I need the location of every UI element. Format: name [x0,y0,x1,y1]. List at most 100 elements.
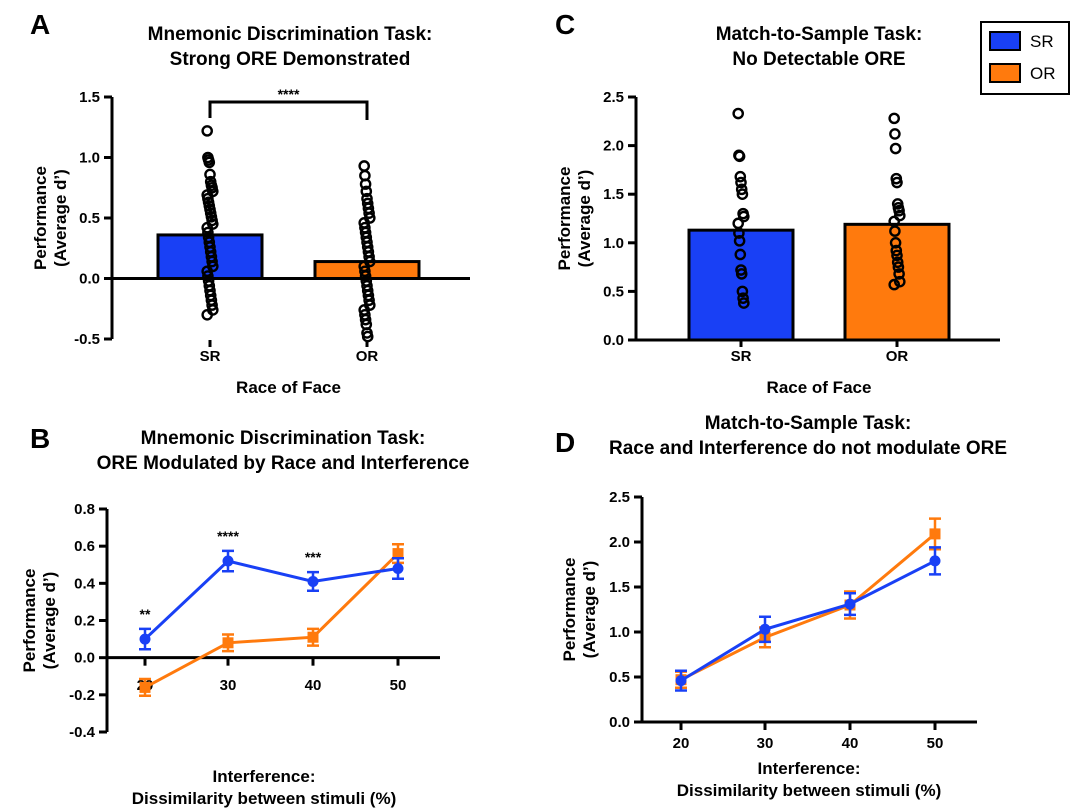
panel-d-y-tick-label-1: 0.5 [609,669,630,686]
panel-a-y-tick-label-4: 1.5 [79,89,100,106]
panel-a-title-line-1: Strong ORE Demonstrated [170,49,411,70]
panel-d-series-line-sr [680,559,936,682]
panel-c-point-sr-0 [732,107,745,120]
panel-b-xlabel-line-1: Dissimilarity between stimuli (%) [132,789,397,808]
panel-a-point-or-29 [359,313,372,326]
panel-b-x-tick-label-2: 40 [305,677,322,694]
panel-c-y-tick-label-2: 1.0 [603,235,624,252]
panel-b-significance-label-2: *** [305,549,322,565]
panel-a-point-or-16 [363,250,375,263]
panel-a-ylabel-line-0: Performance [31,166,50,270]
panel-d-point-sr-0 [675,675,687,687]
panel-c-point-sr-15 [736,285,749,298]
panel-label-b: B [30,423,50,454]
legend-label-or: OR [1030,64,1056,83]
panel-a-title-line-0: Mnemonic Discrimination Task: [148,24,433,45]
panel-a-point-sr-0 [201,125,213,137]
panel-a-significance-bracket [208,100,369,120]
panel-label-d: D [555,427,575,458]
panel-b-point-sr-2 [307,575,319,587]
panel-b-series-line-or [144,552,400,689]
panel-c-point-sr-14 [735,268,748,280]
panel-c-point-sr-17 [738,297,750,309]
panel-b-chart: Mnemonic Discrimination Task: ORE Modulat… [20,428,469,808]
panel-d-chart: Match-to-Sample Task: Race and Interferen… [560,413,1007,800]
panel-c-point-or-11 [889,236,902,249]
panel-c-point-sr-4 [735,176,747,189]
panel-c-point-or-17 [894,275,906,288]
panel-a-chart: Mnemonic Discrimination Task: Strong ORE … [31,24,470,397]
panel-c-ylabel-line-1: (Average d’) [575,170,594,268]
panel-c-point-or-1 [889,128,901,140]
panel-b-series-line-sr [143,559,399,641]
panel-c-point-sr-6 [736,188,749,200]
panel-b-y-tick-label-0: -0.4 [69,724,96,741]
panel-c-point-sr-10 [733,227,745,239]
panel-c-title-line-1: No Detectable ORE [732,49,905,70]
panel-c-point-sr-2 [733,150,746,163]
panel-c-y-tick-label-4: 2.0 [603,138,624,155]
panel-a-y-tick-label-3: 1.0 [79,150,100,167]
panel-b-point-or-3 [392,548,404,560]
panel-c-point-or-4 [891,176,903,189]
panel-d-x-tick-label-0: 20 [673,735,690,752]
panel-a-point-sr-36 [201,308,213,321]
legend: SR OR [980,21,1070,95]
panel-b-x-tick-label-1: 30 [220,677,237,694]
panel-c-point-or-16 [893,268,905,280]
panel-b-xlabel-line-0: Interference: [213,767,316,786]
panel-d-series-line-or [680,532,936,682]
panel-d-xlabel-line-1: Dissimilarity between stimuli (%) [677,781,942,800]
panel-d-ylabel-line-0: Performance [560,558,579,662]
panel-d-y-tick-label-3: 1.5 [609,579,630,596]
panel-b-significance-label-0: ** [140,606,151,622]
panel-a-significance-label: **** [278,86,300,102]
panel-c-y-tick-label-1: 0.5 [603,283,624,300]
panel-d-point-or-3 [929,528,941,540]
panel-c-point-sr-9 [732,217,745,230]
panel-d-y-tick-label-5: 2.5 [609,489,630,506]
panel-b-point-sr-3 [392,562,404,574]
panel-d-x-tick-label-1: 30 [757,735,774,752]
panel-c-y-tick-label-3: 1.5 [603,186,624,203]
panel-c-point-sr-12 [734,248,747,261]
panel-b-y-tick-label-3: 0.2 [74,613,95,630]
panel-a-x-tick-label-0: SR [200,348,221,365]
panel-a-y-tick-label-0: -0.5 [74,331,100,348]
panel-a-point-sr-3 [203,156,216,169]
panel-a-ylabel-line-1: (Average d’) [51,169,70,267]
panel-d-y-tick-label-4: 2.0 [609,534,630,551]
panel-c-y-tick-label-0: 0.0 [603,332,624,349]
panel-c-point-sr-5 [735,183,748,196]
panel-c-point-or-12 [890,244,903,257]
panel-c-ylabel-line-0: Performance [555,167,574,271]
panel-c-point-sr-16 [737,292,749,305]
panel-c-point-sr-11 [733,235,746,247]
panel-d-title-line-1: Race and Interference do not modulate OR… [609,438,1007,459]
panel-b-point-sr-0 [139,633,151,645]
panel-b-point-or-2 [307,631,319,643]
panel-a-point-or-0 [358,160,371,172]
panel-d-point-sr-3 [929,555,941,567]
panel-c-point-or-14 [891,256,904,269]
panel-d-point-sr-2 [844,598,856,610]
panel-c-point-or-2 [889,142,902,155]
panel-b-title-line-0: Mnemonic Discrimination Task: [141,428,426,449]
panel-b-point-sr-1 [222,555,234,567]
panel-b-point-or-0 [139,681,151,693]
panel-c-x-tick-label-0: SR [731,348,752,365]
panel-d-xlabel-line-0: Interference: [758,759,861,778]
panel-d-x-tick-label-2: 40 [842,735,859,752]
panel-a-point-or-25 [363,294,375,307]
panel-c-point-or-7 [893,204,905,217]
panel-b-title-line-1: ORE Modulated by Race and Interference [97,453,470,474]
panel-a-point-sr-4 [204,168,216,181]
panel-d-y-tick-label-2: 1.0 [609,624,630,641]
panel-a-y-tick-label-1: 0.0 [79,271,100,288]
panel-d-y-tick-label-0: 0.0 [609,714,630,731]
legend-swatch-or [989,63,1021,83]
panel-b-ylabel-line-0: Performance [20,569,39,673]
panel-label-c: C [555,9,575,40]
panel-b-y-tick-label-6: 0.8 [74,501,95,518]
